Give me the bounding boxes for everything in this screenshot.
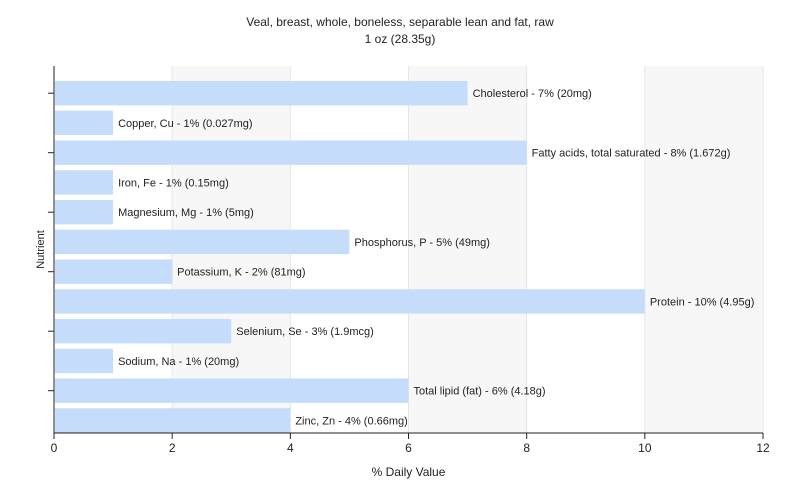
bar-label: Cholesterol - 7% (20mg) <box>473 88 592 100</box>
bar <box>55 348 114 374</box>
bar <box>55 259 173 284</box>
bar <box>55 408 291 433</box>
bar-label: Phosphorus, P - 5% (49mg) <box>354 237 490 249</box>
bar <box>55 378 409 403</box>
bar <box>55 140 527 165</box>
grid-band <box>644 66 763 433</box>
bar-label: Zinc, Zn - 4% (0.66mg) <box>295 415 407 427</box>
chart-title: Veal, breast, whole, boneless, separable… <box>246 15 554 29</box>
bar-label: Iron, Fe - 1% (0.15mg) <box>118 177 229 189</box>
chart-subtitle: 1 oz (28.35g) <box>364 32 436 46</box>
x-tick-label: 4 <box>287 441 294 455</box>
y-axis-label: Nutrient <box>35 230 47 269</box>
bar-label: Total lipid (fat) - 6% (4.18g) <box>414 386 546 398</box>
bar <box>55 81 468 106</box>
bar-label: Potassium, K - 2% (81mg) <box>177 267 305 279</box>
bar-label: Magnesium, Mg - 1% (5mg) <box>118 207 254 219</box>
bar-label: Copper, Cu - 1% (0.027mg) <box>118 118 253 130</box>
grid-band <box>526 66 645 433</box>
x-tick-label: 0 <box>51 441 58 455</box>
x-tick-label: 10 <box>638 441 652 455</box>
bar <box>55 289 645 314</box>
x-tick-label: 8 <box>523 441 530 455</box>
bar-label: Protein - 10% (4.95g) <box>650 296 755 308</box>
grid-band <box>408 66 527 433</box>
bar <box>55 229 350 255</box>
bar <box>55 319 232 344</box>
bar <box>55 200 114 225</box>
bar <box>55 110 114 136</box>
x-tick-label: 12 <box>756 441 770 455</box>
x-tick-label: 2 <box>169 441 176 455</box>
x-tick-label: 6 <box>405 441 412 455</box>
bar-label: Sodium, Na - 1% (20mg) <box>118 356 239 368</box>
bar <box>55 170 114 195</box>
bar-label: Selenium, Se - 3% (1.9mcg) <box>236 326 374 338</box>
bar-label: Fatty acids, total saturated - 8% (1.672… <box>532 148 731 160</box>
x-axis-label: % Daily Value <box>372 465 446 479</box>
